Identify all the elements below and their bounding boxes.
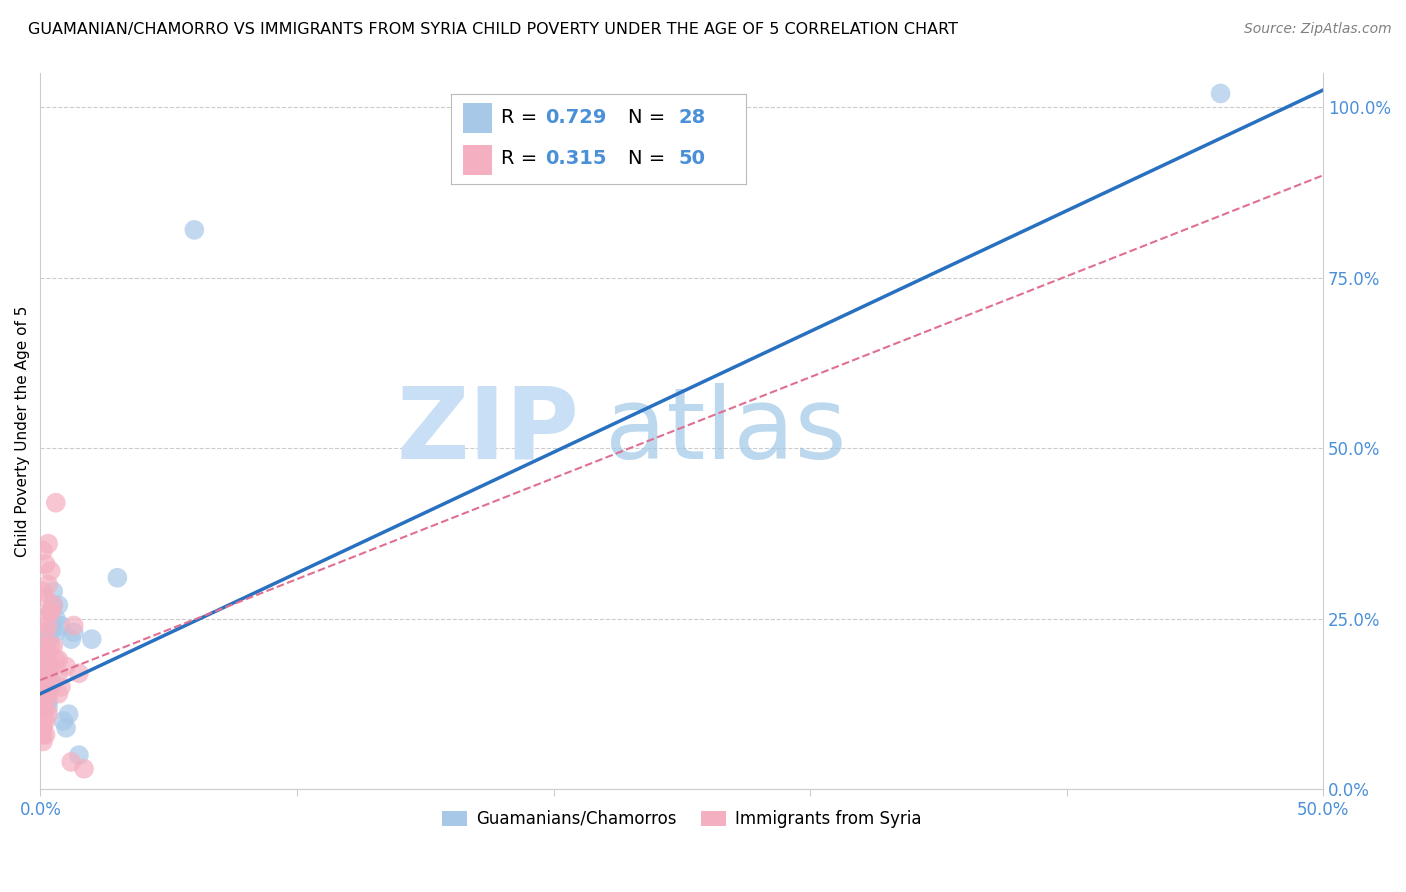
Point [39, 605, 62, 619]
Point [37, 659, 59, 673]
Point [34, 652, 56, 666]
Point [49, 680, 72, 694]
Point [32, 707, 55, 722]
Point [58, 707, 80, 722]
Point [39, 659, 62, 673]
Point [49, 618, 72, 632]
Point [32, 687, 55, 701]
Point [80, 632, 103, 647]
Point [37, 632, 59, 647]
Point [42, 584, 65, 599]
Point [39, 605, 62, 619]
Point [34, 646, 56, 660]
Point [34, 666, 56, 681]
Point [67, 748, 90, 763]
Point [48, 666, 70, 681]
Point [32, 700, 55, 714]
Point [37, 666, 59, 681]
Point [32, 714, 55, 728]
Point [32, 639, 55, 653]
Point [37, 687, 59, 701]
Point [32, 693, 55, 707]
Point [37, 680, 59, 694]
Point [39, 625, 62, 640]
Point [32, 666, 55, 681]
Point [34, 700, 56, 714]
Point [42, 598, 65, 612]
Point [34, 728, 56, 742]
Point [42, 639, 65, 653]
Text: atlas: atlas [605, 383, 846, 480]
Point [60, 632, 83, 647]
Point [37, 693, 59, 707]
Point [39, 564, 62, 578]
Point [32, 612, 55, 626]
Point [62, 625, 84, 640]
Point [32, 543, 55, 558]
Point [37, 700, 59, 714]
Point [183, 223, 205, 237]
Text: Source: ZipAtlas.com: Source: ZipAtlas.com [1244, 22, 1392, 37]
Point [42, 618, 65, 632]
Point [32, 680, 55, 694]
Point [42, 598, 65, 612]
Point [34, 673, 56, 687]
Point [37, 707, 59, 722]
Legend: Guamanians/Chamorros, Immigrants from Syria: Guamanians/Chamorros, Immigrants from Sy… [436, 804, 928, 835]
Point [39, 605, 62, 619]
Point [45, 496, 67, 510]
Point [32, 728, 55, 742]
Point [45, 625, 67, 640]
Point [37, 618, 59, 632]
Point [55, 659, 77, 673]
Point [45, 652, 67, 666]
Point [39, 673, 62, 687]
Text: GUAMANIAN/CHAMORRO VS IMMIGRANTS FROM SYRIA CHILD POVERTY UNDER THE AGE OF 5 COR: GUAMANIAN/CHAMORRO VS IMMIGRANTS FROM SY… [28, 22, 957, 37]
Point [37, 536, 59, 550]
Text: ZIP: ZIP [396, 383, 579, 480]
Point [34, 557, 56, 571]
Point [32, 721, 55, 735]
Point [60, 755, 83, 769]
Point [48, 598, 70, 612]
Point [62, 618, 84, 632]
Point [1209, 87, 1232, 101]
Point [34, 625, 56, 640]
Point [48, 652, 70, 666]
Point [32, 652, 55, 666]
Point [73, 762, 96, 776]
Point [39, 680, 62, 694]
Point [34, 687, 56, 701]
Point [37, 646, 59, 660]
Point [48, 687, 70, 701]
Point [55, 721, 77, 735]
Point [32, 734, 55, 748]
Point [37, 577, 59, 591]
Point [32, 700, 55, 714]
Point [67, 666, 90, 681]
Point [34, 714, 56, 728]
Point [45, 612, 67, 626]
Point [34, 591, 56, 606]
Point [32, 584, 55, 599]
Point [52, 714, 75, 728]
Point [105, 571, 128, 585]
Y-axis label: Child Poverty Under the Age of 5: Child Poverty Under the Age of 5 [15, 305, 30, 557]
Point [39, 639, 62, 653]
